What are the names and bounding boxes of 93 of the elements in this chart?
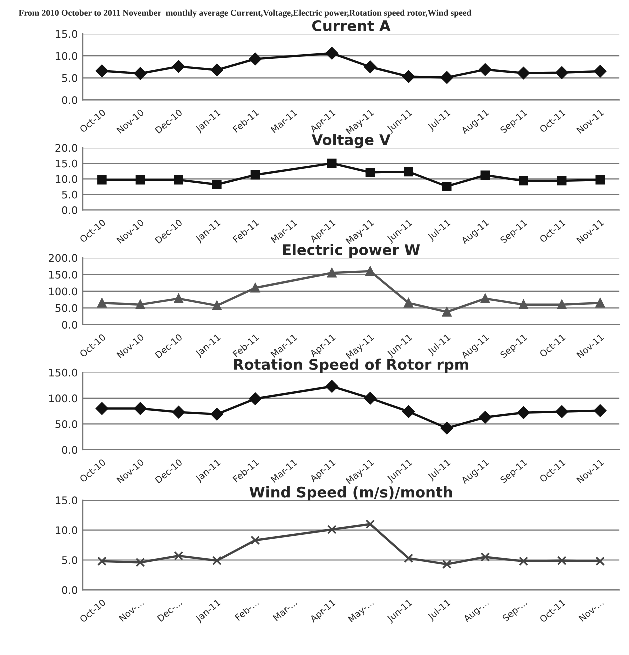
y-tick-label: 200.0 [49, 254, 78, 262]
point [98, 298, 107, 308]
y-tick-label: 50.0 [56, 304, 78, 312]
point [404, 167, 414, 177]
point [136, 558, 146, 568]
point [174, 551, 184, 561]
point [519, 556, 528, 566]
point [557, 176, 567, 186]
point [556, 66, 568, 80]
point [366, 520, 376, 530]
text: From 2010 October to 2011 November monthly average Current,Voltage,Electric power,Rotation speed rotor,Wind speed [19, 10, 472, 18]
point [596, 298, 606, 308]
point [480, 170, 490, 180]
point [136, 300, 146, 310]
point [366, 266, 376, 276]
point [364, 392, 377, 405]
chart-title: Wind Speed (m/s)/month [250, 486, 452, 501]
y-tick-label: 150.0 [49, 368, 78, 377]
point [172, 406, 186, 419]
point [327, 158, 337, 168]
point [480, 294, 490, 304]
y-tick-label: 100.0 [49, 394, 78, 403]
point [479, 411, 492, 424]
point [250, 283, 260, 293]
point [440, 422, 454, 435]
y-tick-label: 10.0 [56, 52, 78, 60]
y-tick-label: 10.0 [56, 526, 78, 534]
y-tick-label: 100.0 [49, 288, 78, 296]
point [402, 406, 416, 418]
point [440, 71, 454, 84]
y-tick-label: 0.0 [62, 206, 78, 214]
point [364, 60, 377, 74]
point [249, 52, 262, 66]
y-tick-label: 15.0 [56, 496, 78, 505]
point [404, 554, 414, 564]
y-tick-label: 0.0 [62, 446, 78, 454]
point [326, 380, 338, 393]
point [249, 392, 262, 406]
point [96, 64, 108, 78]
point [518, 406, 530, 420]
point [174, 294, 184, 304]
chart-title: Voltage V [312, 134, 391, 148]
point [366, 168, 376, 178]
y-tick-label: 5.0 [62, 556, 78, 564]
chart-title: Rotation Speed of Rotor rpm [234, 358, 468, 373]
point [250, 536, 260, 546]
point [404, 298, 414, 308]
chart-title: Current A [312, 20, 391, 32]
point [327, 525, 337, 534]
y-tick-label: 15.0 [56, 30, 78, 38]
point [519, 176, 528, 186]
point [518, 67, 530, 80]
point [402, 70, 416, 84]
point [134, 402, 147, 415]
y-tick-label: 20.0 [56, 144, 78, 152]
y-tick-label: 0.0 [62, 96, 78, 104]
y-tick-label: 150.0 [49, 271, 78, 279]
point [134, 68, 147, 80]
point [210, 64, 224, 76]
point [136, 175, 146, 185]
point [442, 182, 452, 192]
point [96, 402, 108, 415]
point [556, 406, 568, 418]
point [557, 300, 567, 310]
point [326, 47, 338, 60]
y-tick-label: 5.0 [62, 190, 78, 199]
point [479, 64, 492, 76]
y-tick-label: 5.0 [62, 74, 78, 82]
point [98, 175, 107, 185]
point [519, 300, 528, 310]
point [327, 268, 337, 278]
y-tick-label: 50.0 [56, 420, 78, 428]
point [442, 308, 452, 317]
point [596, 556, 606, 566]
point [212, 556, 222, 566]
point [210, 408, 224, 421]
point [596, 175, 606, 185]
point [594, 404, 607, 418]
point [174, 175, 184, 185]
chart-title: Electric power W [283, 244, 420, 258]
point [557, 556, 567, 566]
point [594, 65, 607, 78]
point [442, 560, 452, 570]
point [212, 301, 222, 310]
point [98, 556, 107, 566]
point [212, 180, 222, 190]
y-tick-label: 10.0 [56, 175, 78, 184]
y-tick-label: 0.0 [62, 321, 78, 329]
y-tick-label: 0.0 [62, 586, 78, 594]
y-tick-label: 15.0 [56, 160, 78, 168]
point [172, 60, 186, 73]
point [480, 552, 490, 562]
point [250, 170, 260, 180]
